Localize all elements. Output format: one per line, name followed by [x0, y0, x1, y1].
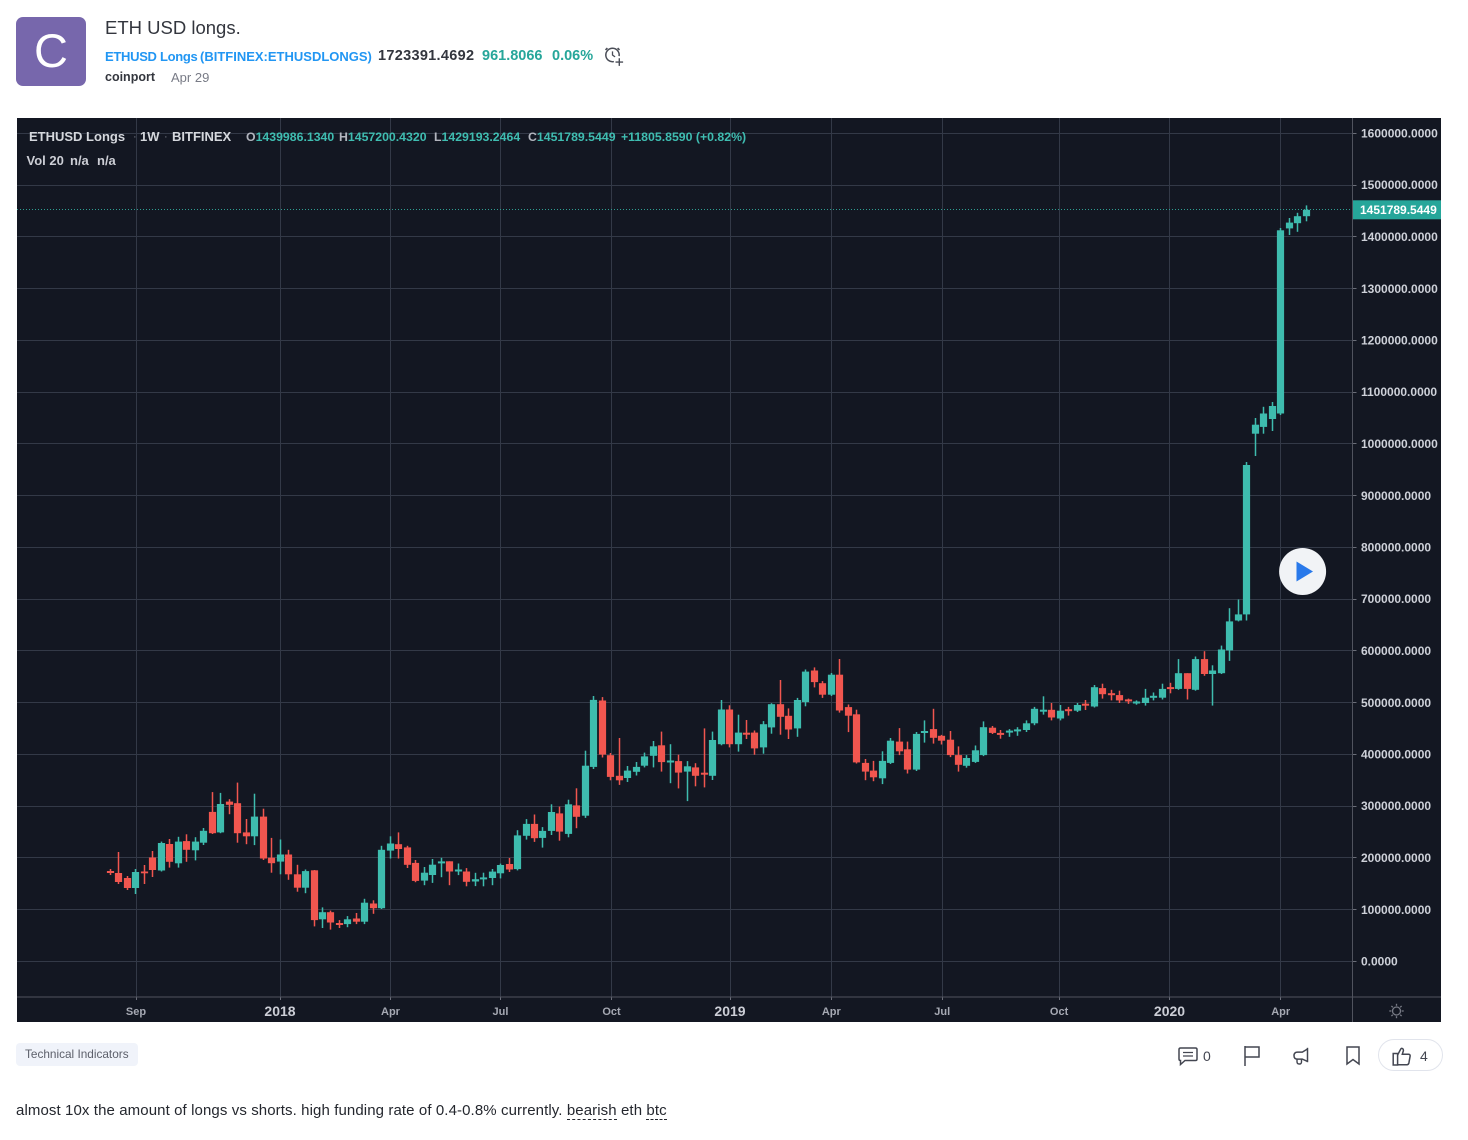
svg-text:C1451789.5449: C1451789.5449 [528, 130, 616, 144]
svg-text:Vol 20: Vol 20 [27, 153, 64, 168]
svg-text:·: · [133, 131, 137, 143]
svg-text:ETHUSD Longs: ETHUSD Longs [29, 129, 125, 144]
svg-text:0.0000: 0.0000 [1361, 955, 1398, 969]
svg-text:BITFINEX: BITFINEX [172, 129, 232, 144]
svg-text:400000.0000: 400000.0000 [1361, 748, 1431, 762]
svg-text:1400000.0000: 1400000.0000 [1361, 230, 1438, 244]
svg-text:1600000.0000: 1600000.0000 [1361, 127, 1438, 141]
svg-text:L1429193.2464: L1429193.2464 [434, 130, 520, 144]
svg-text:n/a: n/a [70, 153, 90, 168]
svg-text:100000.0000: 100000.0000 [1361, 903, 1431, 917]
svg-text:200000.0000: 200000.0000 [1361, 851, 1431, 865]
svg-text:Jul: Jul [934, 1006, 950, 1018]
svg-text:Apr: Apr [381, 1006, 401, 1018]
svg-text:500000.0000: 500000.0000 [1361, 696, 1431, 710]
svg-text:1200000.0000: 1200000.0000 [1361, 334, 1438, 348]
svg-text:900000.0000: 900000.0000 [1361, 489, 1431, 503]
svg-text:n/a: n/a [97, 153, 117, 168]
svg-text:1300000.0000: 1300000.0000 [1361, 282, 1438, 296]
svg-text:Apr: Apr [822, 1006, 842, 1018]
svg-text:1100000.0000: 1100000.0000 [1361, 385, 1437, 399]
svg-text:H1457200.4320: H1457200.4320 [339, 130, 427, 144]
svg-text:1000000.0000: 1000000.0000 [1361, 437, 1438, 451]
svg-text:1500000.0000: 1500000.0000 [1361, 178, 1438, 192]
svg-text:1451789.5449: 1451789.5449 [1360, 203, 1437, 217]
svg-text:O1439986.1340: O1439986.1340 [246, 130, 334, 144]
svg-text:Apr: Apr [1271, 1006, 1291, 1018]
svg-text:Oct: Oct [1050, 1006, 1069, 1018]
svg-text:·: · [164, 131, 168, 143]
svg-text:Jul: Jul [493, 1006, 509, 1018]
svg-text:800000.0000: 800000.0000 [1361, 541, 1431, 555]
svg-text:Oct: Oct [602, 1006, 621, 1018]
svg-text:700000.0000: 700000.0000 [1361, 592, 1431, 606]
svg-text:1W: 1W [140, 129, 160, 144]
svg-text:2018: 2018 [264, 1003, 295, 1019]
svg-text:600000.0000: 600000.0000 [1361, 644, 1431, 658]
svg-text:2019: 2019 [714, 1003, 745, 1019]
svg-text:Sep: Sep [126, 1006, 146, 1018]
svg-text:300000.0000: 300000.0000 [1361, 799, 1431, 813]
svg-text:2020: 2020 [1154, 1003, 1185, 1019]
svg-text:+11805.8590 (+0.82%): +11805.8590 (+0.82%) [621, 130, 746, 144]
